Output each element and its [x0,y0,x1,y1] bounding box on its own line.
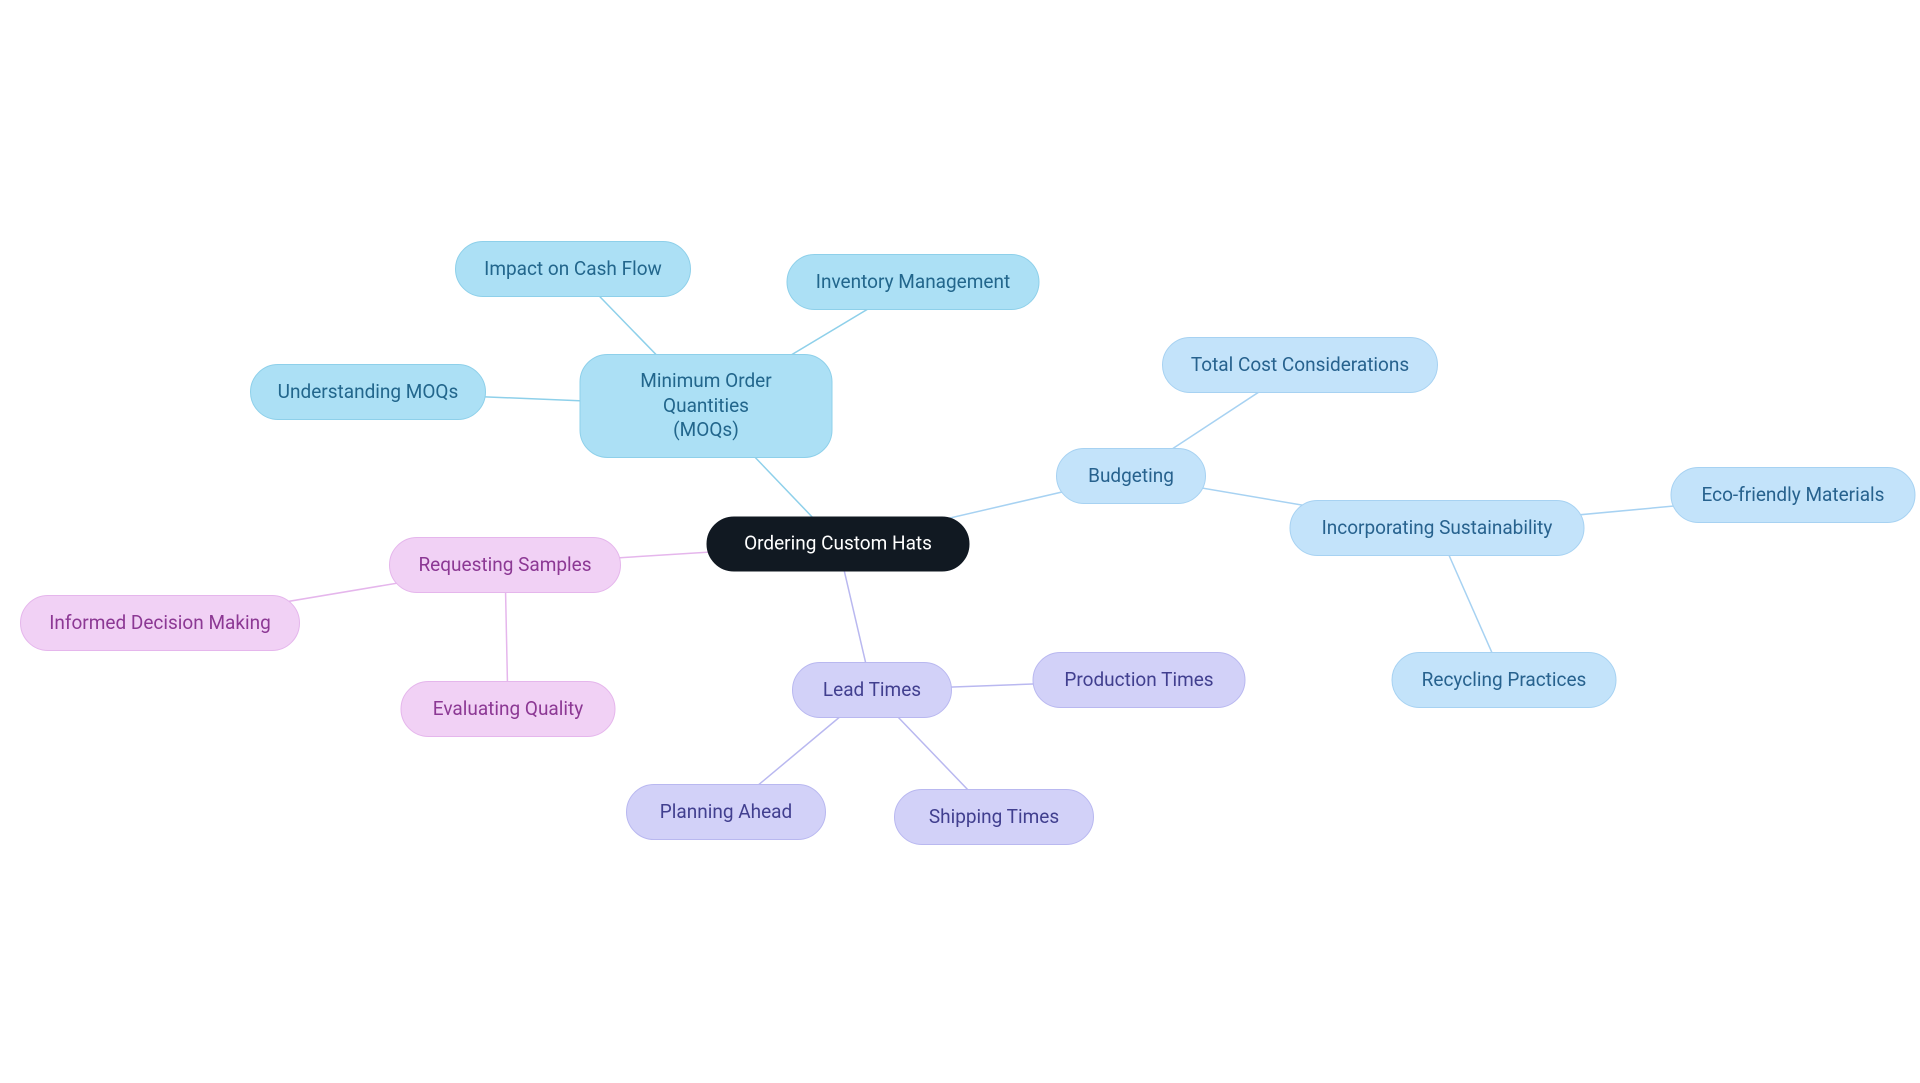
node-label: Understanding MOQs [278,380,459,405]
node-samples[interactable]: Requesting Samples [389,537,621,593]
node-lead-production[interactable]: Production Times [1033,652,1246,708]
node-sustain-eco[interactable]: Eco-friendly Materials [1671,467,1916,523]
node-label: Ordering Custom Hats [744,532,932,557]
node-label: Production Times [1064,668,1213,693]
node-budget-sustain[interactable]: Incorporating Sustainability [1290,500,1585,556]
node-label: Eco-friendly Materials [1702,483,1885,508]
node-samples-informed[interactable]: Informed Decision Making [20,595,300,651]
node-budget-totalcost[interactable]: Total Cost Considerations [1162,337,1438,393]
node-moq-inventory[interactable]: Inventory Management [787,254,1040,310]
node-budgeting[interactable]: Budgeting [1056,448,1206,504]
node-label: Shipping Times [929,805,1059,830]
node-label: Lead Times [823,678,921,703]
node-moq[interactable]: Minimum Order Quantities(MOQs) [580,354,833,458]
node-leadtimes[interactable]: Lead Times [792,662,952,718]
node-samples-quality[interactable]: Evaluating Quality [401,681,616,737]
node-moq-cashflow[interactable]: Impact on Cash Flow [455,241,691,297]
mindmap-canvas: Ordering Custom Hats Minimum Order Quanti… [0,0,1920,1083]
node-label: Impact on Cash Flow [484,257,662,282]
node-sustain-recycle[interactable]: Recycling Practices [1392,652,1617,708]
node-label: Total Cost Considerations [1191,353,1409,378]
node-lead-planning[interactable]: Planning Ahead [626,784,826,840]
node-label: Minimum Order Quantities(MOQs) [605,369,808,443]
node-label: Evaluating Quality [433,697,583,722]
node-label: Budgeting [1088,464,1174,489]
node-label: Incorporating Sustainability [1322,516,1553,541]
node-root[interactable]: Ordering Custom Hats [707,517,970,572]
node-label: Requesting Samples [418,553,591,578]
node-label: Informed Decision Making [49,611,271,636]
node-lead-shipping[interactable]: Shipping Times [894,789,1094,845]
node-label: Inventory Management [816,270,1010,295]
node-label: Recycling Practices [1422,668,1587,693]
node-moq-understanding[interactable]: Understanding MOQs [250,364,486,420]
node-label: Planning Ahead [660,800,792,825]
